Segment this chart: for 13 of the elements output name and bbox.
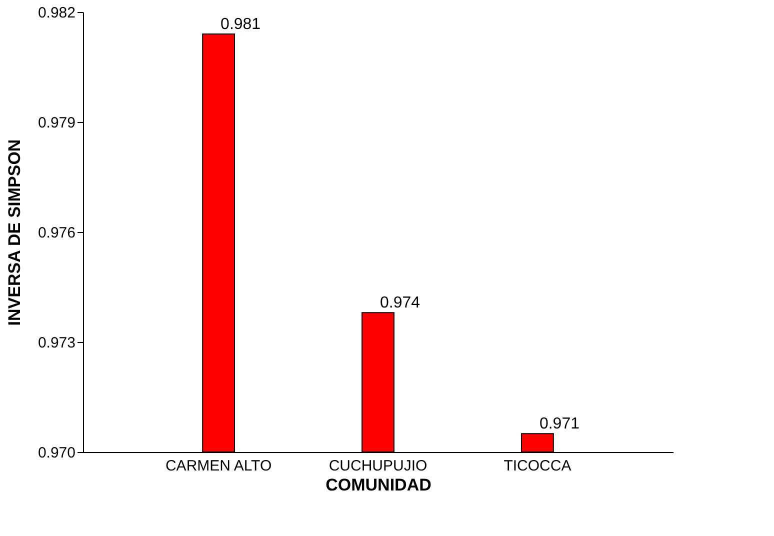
y-tick-label: 0.970	[38, 444, 76, 462]
data-label: 0.974	[380, 294, 420, 312]
data-label: 0.981	[220, 16, 261, 33]
x-tick-label: CUCHUPUJIO	[328, 458, 428, 474]
y-tick-label: 0.973	[38, 334, 76, 352]
y-axis-title: INVERSA DE SIMPSON	[4, 139, 24, 326]
x-tick-label: CARMEN ALTO	[165, 458, 272, 474]
y-tick-label: 0.982	[38, 4, 76, 22]
y-tick-label: 0.979	[38, 114, 76, 132]
x-tick-label: TICOCCA	[504, 458, 572, 474]
y-tick-label: 0.976	[38, 224, 76, 242]
data-label: 0.971	[539, 416, 580, 433]
x-axis-title: COMUNIDAD	[326, 476, 432, 494]
